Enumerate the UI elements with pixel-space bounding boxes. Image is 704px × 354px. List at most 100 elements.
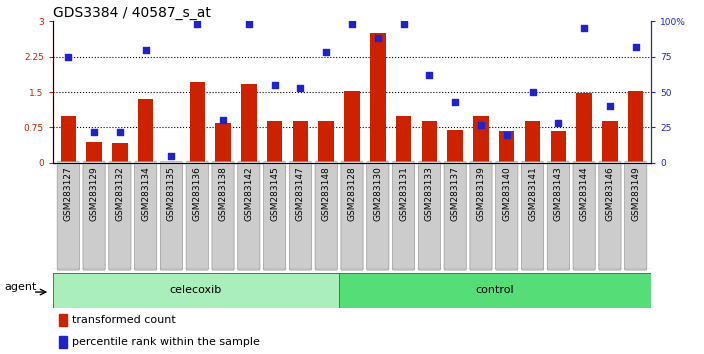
Bar: [344, 91, 360, 163]
Point: [501, 132, 513, 137]
Bar: [59, 336, 67, 348]
Point: [89, 129, 100, 135]
Text: transformed count: transformed count: [73, 315, 176, 325]
Text: GSM283127: GSM283127: [64, 166, 73, 221]
Bar: [577, 93, 592, 163]
Bar: [138, 99, 153, 163]
Text: GSM283143: GSM283143: [554, 166, 562, 221]
Bar: [267, 121, 282, 163]
Text: GSM283147: GSM283147: [296, 166, 305, 221]
Text: GSM283132: GSM283132: [115, 166, 125, 221]
FancyBboxPatch shape: [315, 162, 337, 270]
Bar: [164, 162, 180, 163]
FancyBboxPatch shape: [599, 162, 621, 270]
Bar: [215, 123, 231, 163]
Bar: [396, 116, 411, 163]
Bar: [318, 121, 334, 163]
Text: percentile rank within the sample: percentile rank within the sample: [73, 337, 260, 347]
Text: GSM283149: GSM283149: [631, 166, 640, 221]
Text: celecoxib: celecoxib: [170, 285, 222, 295]
Text: GSM283145: GSM283145: [270, 166, 279, 221]
FancyBboxPatch shape: [496, 162, 518, 270]
Bar: [499, 131, 515, 163]
Text: GSM283135: GSM283135: [167, 166, 176, 221]
FancyBboxPatch shape: [573, 162, 595, 270]
Text: GSM283133: GSM283133: [425, 166, 434, 221]
Point: [63, 54, 74, 59]
Text: GSM283148: GSM283148: [322, 166, 331, 221]
Bar: [524, 121, 540, 163]
Text: GSM283146: GSM283146: [605, 166, 615, 221]
Point: [579, 25, 590, 31]
Point: [450, 99, 461, 105]
Text: GSM283138: GSM283138: [218, 166, 227, 221]
Point: [346, 21, 358, 27]
FancyBboxPatch shape: [367, 162, 389, 270]
FancyBboxPatch shape: [212, 162, 234, 270]
FancyBboxPatch shape: [418, 162, 441, 270]
Text: GSM283128: GSM283128: [348, 166, 356, 221]
Text: GSM283134: GSM283134: [142, 166, 150, 221]
Point: [320, 50, 332, 55]
Text: GDS3384 / 40587_s_at: GDS3384 / 40587_s_at: [53, 6, 210, 20]
Point: [630, 44, 641, 50]
FancyBboxPatch shape: [289, 162, 311, 270]
Bar: [448, 130, 463, 163]
Text: GSM283140: GSM283140: [502, 166, 511, 221]
Bar: [53, 273, 339, 308]
Text: GSM283131: GSM283131: [399, 166, 408, 221]
Bar: [551, 131, 566, 163]
FancyBboxPatch shape: [161, 162, 182, 270]
Point: [243, 21, 254, 27]
Bar: [602, 121, 617, 163]
Point: [553, 120, 564, 126]
Bar: [59, 314, 67, 326]
Point: [527, 89, 538, 95]
Point: [372, 35, 384, 41]
Bar: [339, 273, 651, 308]
Text: GSM283142: GSM283142: [244, 166, 253, 221]
Text: GSM283136: GSM283136: [193, 166, 202, 221]
Point: [191, 21, 203, 27]
FancyBboxPatch shape: [57, 162, 80, 270]
FancyBboxPatch shape: [263, 162, 286, 270]
FancyBboxPatch shape: [547, 162, 570, 270]
FancyBboxPatch shape: [444, 162, 466, 270]
Text: control: control: [476, 285, 515, 295]
Point: [218, 118, 229, 123]
FancyBboxPatch shape: [624, 162, 647, 270]
FancyBboxPatch shape: [186, 162, 208, 270]
Point: [424, 72, 435, 78]
Bar: [422, 121, 437, 163]
Point: [140, 47, 151, 52]
FancyBboxPatch shape: [522, 162, 543, 270]
Bar: [473, 116, 489, 163]
Point: [166, 153, 177, 159]
Point: [269, 82, 280, 88]
Bar: [61, 116, 76, 163]
Bar: [241, 84, 256, 163]
FancyBboxPatch shape: [341, 162, 363, 270]
Bar: [628, 91, 643, 163]
FancyBboxPatch shape: [83, 162, 105, 270]
Point: [295, 85, 306, 91]
Text: agent: agent: [4, 282, 37, 292]
Point: [114, 129, 125, 135]
Bar: [87, 142, 102, 163]
Bar: [293, 121, 308, 163]
Bar: [370, 33, 386, 163]
FancyBboxPatch shape: [238, 162, 260, 270]
FancyBboxPatch shape: [470, 162, 492, 270]
Text: GSM283141: GSM283141: [528, 166, 537, 221]
FancyBboxPatch shape: [134, 162, 157, 270]
Point: [398, 21, 409, 27]
Point: [475, 122, 486, 127]
Text: GSM283144: GSM283144: [579, 166, 589, 221]
Text: GSM283129: GSM283129: [89, 166, 99, 221]
Bar: [112, 143, 127, 163]
FancyBboxPatch shape: [393, 162, 415, 270]
FancyBboxPatch shape: [109, 162, 131, 270]
Point: [604, 103, 615, 109]
Text: GSM283139: GSM283139: [477, 166, 486, 221]
Text: GSM283137: GSM283137: [451, 166, 460, 221]
